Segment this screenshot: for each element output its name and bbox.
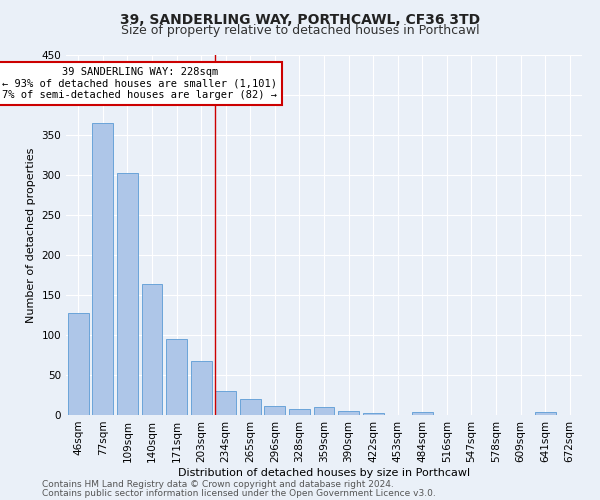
Bar — [314, 407, 334, 415]
Bar — [191, 360, 212, 415]
Bar — [142, 284, 163, 415]
Bar — [117, 172, 138, 415]
Y-axis label: Number of detached properties: Number of detached properties — [26, 148, 36, 322]
Bar — [412, 412, 433, 415]
Text: 39, SANDERLING WAY, PORTHCAWL, CF36 3TD: 39, SANDERLING WAY, PORTHCAWL, CF36 3TD — [120, 12, 480, 26]
Bar — [289, 408, 310, 415]
X-axis label: Distribution of detached houses by size in Porthcawl: Distribution of detached houses by size … — [178, 468, 470, 477]
Bar — [265, 406, 286, 415]
Bar — [215, 391, 236, 415]
Bar — [68, 312, 89, 415]
Bar — [338, 411, 359, 415]
Text: 39 SANDERLING WAY: 228sqm
← 93% of detached houses are smaller (1,101)
7% of sem: 39 SANDERLING WAY: 228sqm ← 93% of detac… — [2, 67, 277, 100]
Text: Contains HM Land Registry data © Crown copyright and database right 2024.: Contains HM Land Registry data © Crown c… — [42, 480, 394, 489]
Bar — [535, 412, 556, 415]
Text: Contains public sector information licensed under the Open Government Licence v3: Contains public sector information licen… — [42, 488, 436, 498]
Bar — [92, 123, 113, 415]
Bar — [240, 399, 261, 415]
Bar — [166, 339, 187, 415]
Text: Size of property relative to detached houses in Porthcawl: Size of property relative to detached ho… — [121, 24, 479, 37]
Bar — [362, 412, 383, 415]
